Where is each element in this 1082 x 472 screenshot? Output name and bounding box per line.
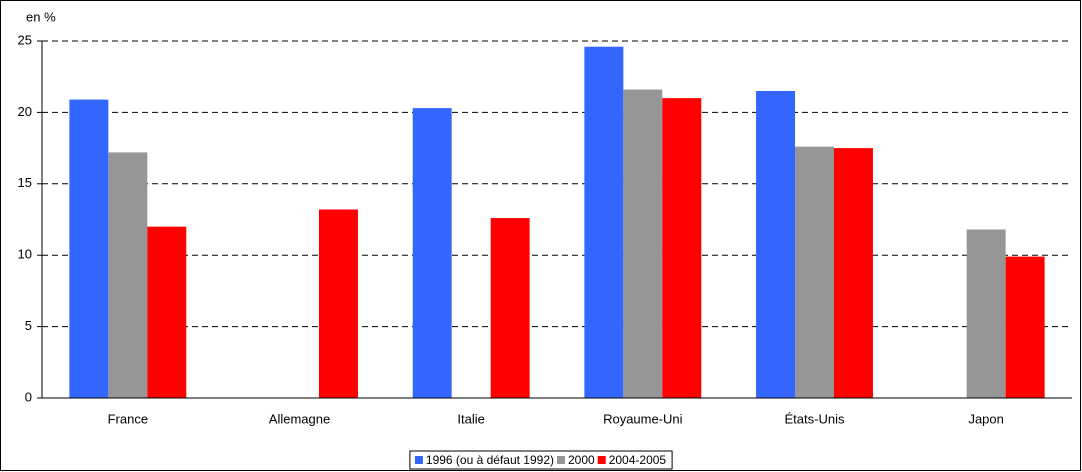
bar xyxy=(147,226,187,398)
bar xyxy=(318,209,358,398)
legend-swatch xyxy=(557,456,566,464)
legend-label: 1996 (ou à défaut 1992) xyxy=(426,453,554,467)
legend-label: 2000 xyxy=(568,453,595,467)
bar xyxy=(662,98,702,399)
x-tick-label: Royaume-Uni xyxy=(603,411,683,426)
bar xyxy=(584,46,624,398)
legend: 1996 (ou à défaut 1992) 2000 2004-2005 xyxy=(409,450,673,470)
bar xyxy=(108,152,148,398)
y-tick-label: 0 xyxy=(25,389,32,404)
bar xyxy=(1005,256,1045,398)
y-tick-label: 5 xyxy=(25,318,32,333)
legend-box xyxy=(409,450,673,470)
bar xyxy=(623,89,663,398)
bar xyxy=(966,229,1006,398)
y-tick-label: 10 xyxy=(18,247,32,262)
y-tick-label: 20 xyxy=(18,104,32,119)
legend-swatch xyxy=(597,456,606,464)
y-tick-label: 15 xyxy=(18,175,32,190)
bar xyxy=(795,146,834,398)
x-tick-label: États-Unis xyxy=(785,411,845,426)
bar xyxy=(69,99,109,398)
bar xyxy=(833,148,873,398)
x-tick-label: France xyxy=(108,411,148,426)
y-axis-label: en % xyxy=(26,9,56,24)
y-tick-label: 25 xyxy=(18,32,32,47)
bar xyxy=(756,90,796,398)
x-tick-label: Japon xyxy=(968,411,1003,426)
x-tick-label: Allemagne xyxy=(269,411,330,426)
bar xyxy=(412,108,452,398)
bar xyxy=(490,218,530,398)
legend-swatch xyxy=(414,456,423,464)
x-tick-label: Italie xyxy=(457,411,484,426)
legend-label: 2004-2005 xyxy=(609,453,667,467)
